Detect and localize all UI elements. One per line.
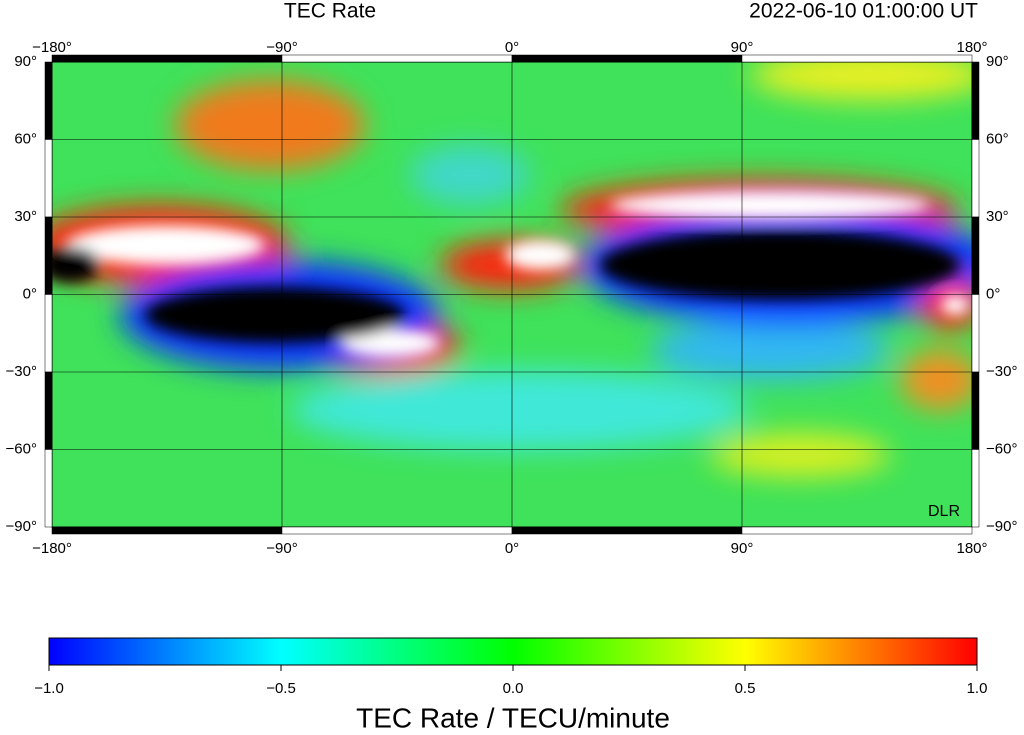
lon-tick-label: −90° [266,39,297,56]
lat-tick-label: 90° [14,53,37,70]
fancy-frame [44,54,980,535]
map-title: TEC Rate [284,0,376,23]
frame-segment [44,61,53,140]
tec-field [52,62,972,527]
lat-tick-label: 60° [986,130,1009,147]
lat-tick-label: −30° [986,363,1017,380]
frame-segment [971,216,980,295]
colorbar-tick-label: −1.0 [34,680,64,697]
credit: DLR [928,503,960,520]
lat-tick-label: 90° [986,53,1009,70]
lon-tick-label: 90° [731,540,754,557]
lon-tick-label: 180° [956,39,987,56]
lon-tick-label: 0° [505,540,519,557]
frame-segment [44,139,53,218]
frame-segment [281,54,513,63]
colorbar-tick-label: 0.5 [735,680,756,697]
lat-tick-label: −90° [986,518,1017,535]
lon-tick-label: −180° [32,39,72,56]
colorbar [48,637,978,666]
lat-tick-label: 0° [23,285,37,302]
colorbar-tick-label: 1.0 [967,680,988,697]
frame-segment [44,294,53,373]
lat-tick-label: −60° [986,440,1017,457]
frame-segment [741,54,973,63]
lon-tick-label: −180° [32,540,72,557]
frame-segment [44,216,53,295]
frame-segment [44,371,53,450]
frame-segment [51,526,283,535]
frame-segment [44,449,53,528]
colorbar-tick-label: 0.0 [503,680,524,697]
lat-tick-label: −90° [6,518,37,535]
frame-segment [511,54,743,63]
lon-tick-label: 90° [731,39,754,56]
lon-tick-label: 180° [956,540,987,557]
frame-segment [971,371,980,450]
lat-tick-label: 0° [986,285,1000,302]
lat-tick-label: −30° [6,363,37,380]
timestamp: 2022-06-10 01:00:00 UT [749,0,978,23]
lat-tick-label: −60° [6,440,37,457]
lon-tick-label: 0° [505,39,519,56]
frame-segment [511,526,743,535]
lat-tick-label: 60° [14,130,37,147]
frame-segment [741,526,973,535]
frame-segment [971,139,980,218]
frame-segment [971,449,980,528]
frame-segment [971,61,980,140]
frame-segment [281,526,513,535]
lon-tick-label: −90° [266,540,297,557]
colorbar-label: TEC Rate / TECU/minute [356,702,670,733]
lat-tick-label: 30° [986,208,1009,225]
lat-tick-label: 30° [14,208,37,225]
colorbar-tick-label: −0.5 [266,680,296,697]
frame-segment [51,54,283,63]
frame-segment [971,294,980,373]
